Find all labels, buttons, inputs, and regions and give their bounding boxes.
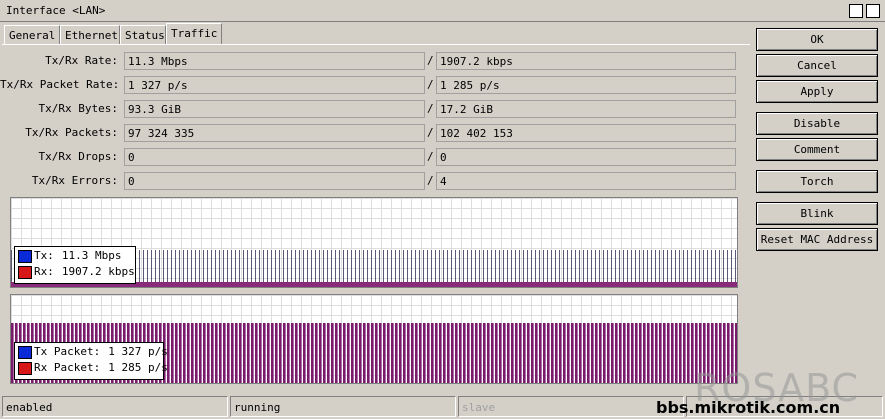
tab[interactable]: Status (120, 25, 166, 45)
legend-value: 1 327 p/s (108, 345, 168, 358)
traffic-graph: Tx Packet: 1 327 p/s Rx Packet: 1 285 p/s (10, 294, 738, 384)
rx-field: 0 (436, 148, 736, 166)
status-cell: slave (458, 396, 684, 417)
separator: / (427, 126, 434, 139)
button[interactable]: Disable (756, 112, 878, 135)
legend-entry: Tx: 11.3 Mbps (18, 249, 132, 265)
status-cell: running (230, 396, 456, 417)
separator: / (427, 102, 434, 115)
rx-field: 1 285 p/s (436, 76, 736, 94)
separator: / (427, 150, 434, 163)
legend-name: Tx: (34, 249, 54, 262)
legend-name: Rx: (34, 265, 54, 278)
rx-field: 17.2 GiB (436, 100, 736, 118)
legend-swatch (18, 361, 32, 375)
button[interactable]: Cancel (756, 54, 878, 77)
legend-name: Rx Packet: (34, 361, 101, 374)
watermark-brand: ROSABC (694, 366, 860, 410)
legend-swatch (18, 265, 32, 279)
button[interactable]: Apply (756, 80, 878, 103)
watermark-url: bbs.mikrotik.com.cn (656, 398, 841, 417)
tx-field: 93.3 GiB (124, 100, 425, 118)
tab[interactable]: Ethernet (60, 25, 120, 45)
close-button[interactable] (866, 4, 880, 18)
status-cell: enabled (2, 396, 228, 417)
button[interactable]: Blink (756, 202, 878, 225)
graph-legend: Tx: 11.3 Mbps Rx: 1907.2 kbps (14, 246, 136, 284)
legend-swatch (18, 249, 32, 263)
button[interactable]: OK (756, 28, 878, 51)
field-label: Tx/Rx Rate: (45, 54, 118, 67)
tx-field: 1 327 p/s (124, 76, 425, 94)
legend-entry: Tx Packet: 1 327 p/s (18, 345, 168, 361)
separator: / (427, 54, 434, 67)
button[interactable]: Comment (756, 138, 878, 161)
rx-field: 102 402 153 (436, 124, 736, 142)
legend-name: Tx Packet: (34, 345, 101, 358)
rx-field: 4 (436, 172, 736, 190)
graph-legend: Tx Packet: 1 327 p/s Rx Packet: 1 285 p/s (14, 342, 168, 380)
separator: / (427, 174, 434, 187)
button[interactable]: Torch (756, 170, 878, 193)
tab-panel (2, 44, 750, 390)
field-label: Tx/Rx Bytes: (38, 102, 118, 115)
tx-field: 11.3 Mbps (124, 52, 425, 70)
legend-value: 1907.2 kbps (61, 265, 135, 278)
field-label: Tx/Rx Errors: (31, 174, 118, 187)
tx-field: 0 (124, 172, 425, 190)
field-label: Tx/Rx Packets: (25, 126, 118, 139)
field-label: Tx/Rx Packet Rate: (0, 78, 120, 91)
tx-field: 0 (124, 148, 425, 166)
legend-swatch (18, 345, 32, 359)
tab[interactable]: General (4, 25, 60, 45)
button[interactable]: Reset MAC Address (756, 228, 878, 251)
legend-entry: Rx Packet: 1 285 p/s (18, 361, 168, 377)
status-cell (686, 396, 883, 417)
separator: / (427, 78, 434, 91)
tab[interactable]: Traffic (166, 23, 222, 45)
legend-value: 11.3 Mbps (61, 249, 122, 262)
rx-field: 1907.2 kbps (436, 52, 736, 70)
maximize-button[interactable] (849, 4, 863, 18)
legend-value: 1 285 p/s (108, 361, 168, 374)
field-label: Tx/Rx Drops: (38, 150, 118, 163)
legend-entry: Rx: 1907.2 kbps (18, 265, 135, 281)
title-bar: Interface <LAN> (0, 0, 885, 22)
traffic-graph: Tx: 11.3 Mbps Rx: 1907.2 kbps (10, 197, 738, 288)
tx-field: 97 324 335 (124, 124, 425, 142)
